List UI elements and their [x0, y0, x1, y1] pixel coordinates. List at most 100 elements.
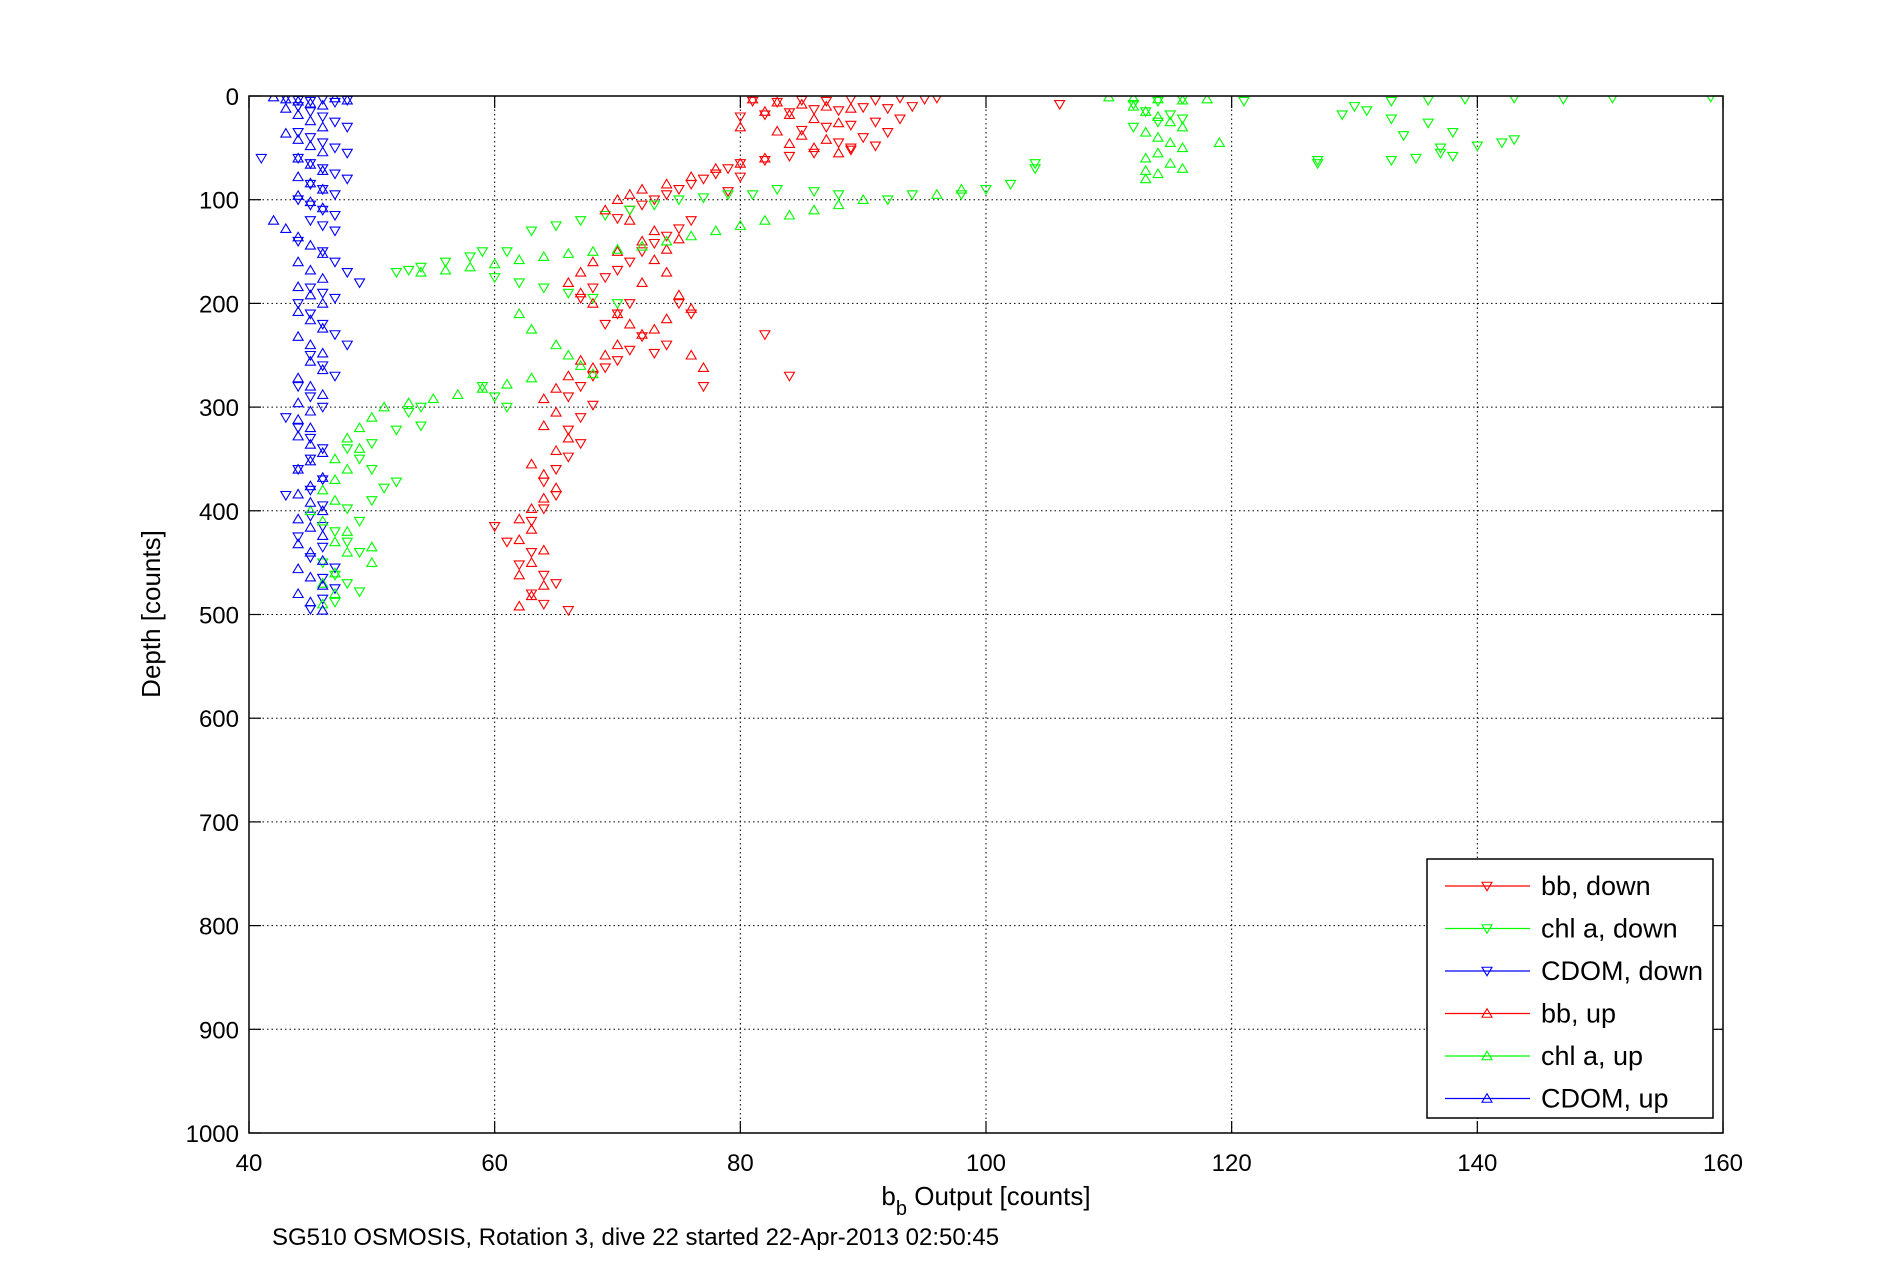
y-tick-label: 500: [199, 603, 239, 630]
data-point: [513, 534, 526, 545]
data-point: [660, 340, 673, 351]
legend-label: CDOM, up: [1541, 1084, 1669, 1114]
data-point: [353, 547, 366, 559]
data-point: [599, 363, 612, 374]
data-point: [586, 256, 599, 267]
legend-marker: [1481, 966, 1493, 977]
data-point: [316, 288, 329, 299]
data-point: [341, 340, 354, 351]
data-point: [758, 152, 771, 163]
data-point: [292, 430, 305, 441]
data-point: [513, 278, 526, 289]
data-point: [562, 288, 575, 299]
y-tick-label: 200: [199, 291, 239, 318]
data-point: [329, 210, 341, 222]
data-point: [279, 222, 292, 234]
data-point: [292, 189, 305, 200]
data-point: [930, 188, 943, 199]
data-point: [316, 221, 329, 232]
data-point: [697, 382, 710, 393]
data-point: [316, 515, 329, 526]
data-point: [329, 563, 341, 574]
data-point: [857, 193, 870, 204]
data-point: [415, 262, 427, 273]
data-point: [623, 299, 636, 310]
data-point: [550, 406, 563, 417]
data-point: [341, 96, 354, 105]
data-point: [550, 482, 563, 493]
data-point: [980, 185, 992, 196]
data-point: [808, 142, 820, 153]
data-point: [353, 587, 366, 598]
legend-label: CDOM, down: [1541, 956, 1703, 986]
data-point: [353, 442, 366, 453]
data-point: [341, 122, 354, 133]
data-point: [316, 501, 329, 512]
data-point: [537, 544, 550, 555]
axis-ticks: [248, 95, 1724, 1134]
y-tick-label: 600: [199, 706, 239, 733]
data-point: [623, 214, 636, 225]
data-point: [611, 214, 624, 225]
data-point: [304, 107, 317, 118]
data-point: [316, 446, 329, 458]
y-tick-label: 300: [199, 395, 239, 422]
data-point: [1164, 136, 1177, 147]
data-point: [1152, 96, 1164, 104]
data-point: [537, 250, 550, 262]
data-point: [660, 243, 673, 254]
legend-box: [1426, 858, 1714, 1119]
data-point: [341, 579, 354, 590]
data-point: [476, 247, 489, 258]
data-point: [1152, 167, 1164, 179]
data-point: [365, 411, 378, 422]
data-point: [316, 322, 329, 333]
data-point: [1558, 96, 1569, 105]
data-point: [709, 162, 722, 173]
data-point: [1385, 114, 1398, 125]
data-point: [660, 231, 673, 242]
data-point: [329, 494, 341, 505]
legend-marker: [1481, 924, 1493, 935]
data-point: [881, 104, 894, 115]
data-point: [329, 226, 341, 237]
data-point: [820, 133, 833, 144]
data-point: [844, 145, 857, 156]
data-point: [1164, 157, 1177, 168]
data-point: [525, 516, 538, 528]
data-point: [1336, 110, 1349, 121]
data-point: [1176, 142, 1189, 153]
data-point: [636, 240, 649, 251]
data-point: [586, 245, 599, 256]
data-point: [599, 319, 612, 330]
data-point: [304, 455, 317, 466]
data-point: [660, 190, 673, 201]
data-point: [292, 299, 305, 310]
data-point: [525, 372, 538, 383]
data-point: [1471, 141, 1484, 152]
data-point: [586, 361, 599, 372]
data-point: [832, 147, 845, 158]
y-tick-label: 0: [226, 84, 239, 111]
data-point: [316, 388, 329, 399]
legend-label: chl a, down: [1541, 914, 1678, 944]
data-point: [599, 204, 612, 215]
data-point: [316, 272, 329, 283]
data-point: [660, 313, 673, 324]
data-point: [341, 525, 354, 536]
data-point: [685, 302, 698, 313]
data-point: [316, 146, 329, 157]
data-point: [1495, 138, 1508, 149]
data-point: [316, 164, 329, 175]
data-point: [574, 266, 587, 277]
data-point: [1201, 96, 1214, 104]
data-point: [795, 129, 808, 140]
data-point: [611, 243, 624, 254]
data-point: [304, 133, 317, 144]
data-point: [304, 480, 317, 491]
data-point: [304, 216, 317, 227]
data-point: [316, 554, 329, 565]
data-point: [329, 567, 341, 578]
data-point: [316, 542, 329, 553]
data-point: [329, 293, 341, 305]
